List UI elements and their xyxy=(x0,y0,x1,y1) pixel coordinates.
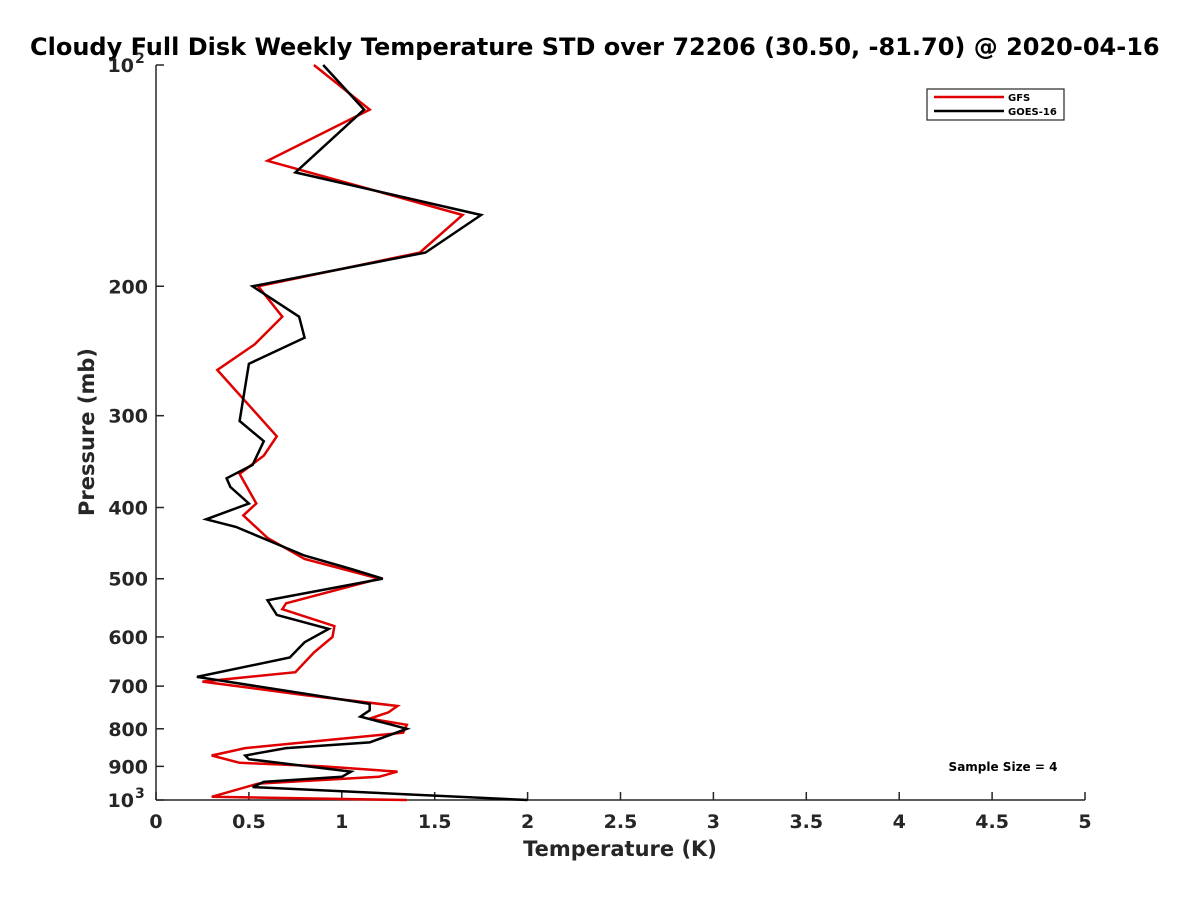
y-tick-label-base: 10 xyxy=(108,790,134,812)
y-tick-label: 900 xyxy=(108,756,148,778)
chart-title: Cloudy Full Disk Weekly Temperature STD … xyxy=(30,33,1160,61)
legend-box xyxy=(926,88,1065,121)
legend-label-gfs: GFS xyxy=(1008,93,1030,104)
x-tick-label: 3.5 xyxy=(789,811,823,833)
x-tick-label: 4 xyxy=(893,811,906,833)
x-tick-label: 5 xyxy=(1078,811,1091,833)
plot-area: 0 0.5 1 1.5 2 2.5 3 3.5 4 4.5 5 10 2200300400500600… xyxy=(108,51,1092,833)
y-tick-label: 700 xyxy=(108,676,148,698)
y-tick-label: 200 xyxy=(108,276,148,298)
y-axis-label: Pressure (mb) xyxy=(75,348,99,516)
legend: GFS GOES-16 xyxy=(926,88,1065,121)
x-tick-label: 4.5 xyxy=(975,811,1009,833)
x-tick-label: 1.5 xyxy=(418,811,452,833)
x-tick-label: 1 xyxy=(335,811,348,833)
y-tick-label: 600 xyxy=(108,627,148,649)
series-line-goes16 xyxy=(196,64,528,802)
series-line-gfs xyxy=(202,64,466,802)
y-tick-label: 400 xyxy=(108,498,148,520)
y-tick-label: 300 xyxy=(108,406,148,428)
x-tick-label: 0 xyxy=(149,811,162,833)
y-tick-label: 800 xyxy=(108,719,148,741)
y-tick-label: 500 xyxy=(108,569,148,591)
legend-label-goes16: GOES-16 xyxy=(1008,107,1057,118)
y-tick-label-exponent: 3 xyxy=(135,786,145,802)
series-lines xyxy=(196,64,528,802)
x-tick-label: 3 xyxy=(707,811,720,833)
y-tick-label-exponent: 2 xyxy=(135,51,145,67)
sample-size-annotation: Sample Size = 4 xyxy=(949,760,1058,774)
x-tick-label: 2.5 xyxy=(604,811,638,833)
x-axis-label: Temperature (K) xyxy=(523,837,717,861)
y-tick-label-base: 10 xyxy=(108,55,134,77)
x-tick-label: 2 xyxy=(521,811,534,833)
x-tick-label: 0.5 xyxy=(232,811,266,833)
x-ticks: 0 0.5 1 1.5 2 2.5 3 3.5 4 4.5 5 xyxy=(149,792,1092,833)
